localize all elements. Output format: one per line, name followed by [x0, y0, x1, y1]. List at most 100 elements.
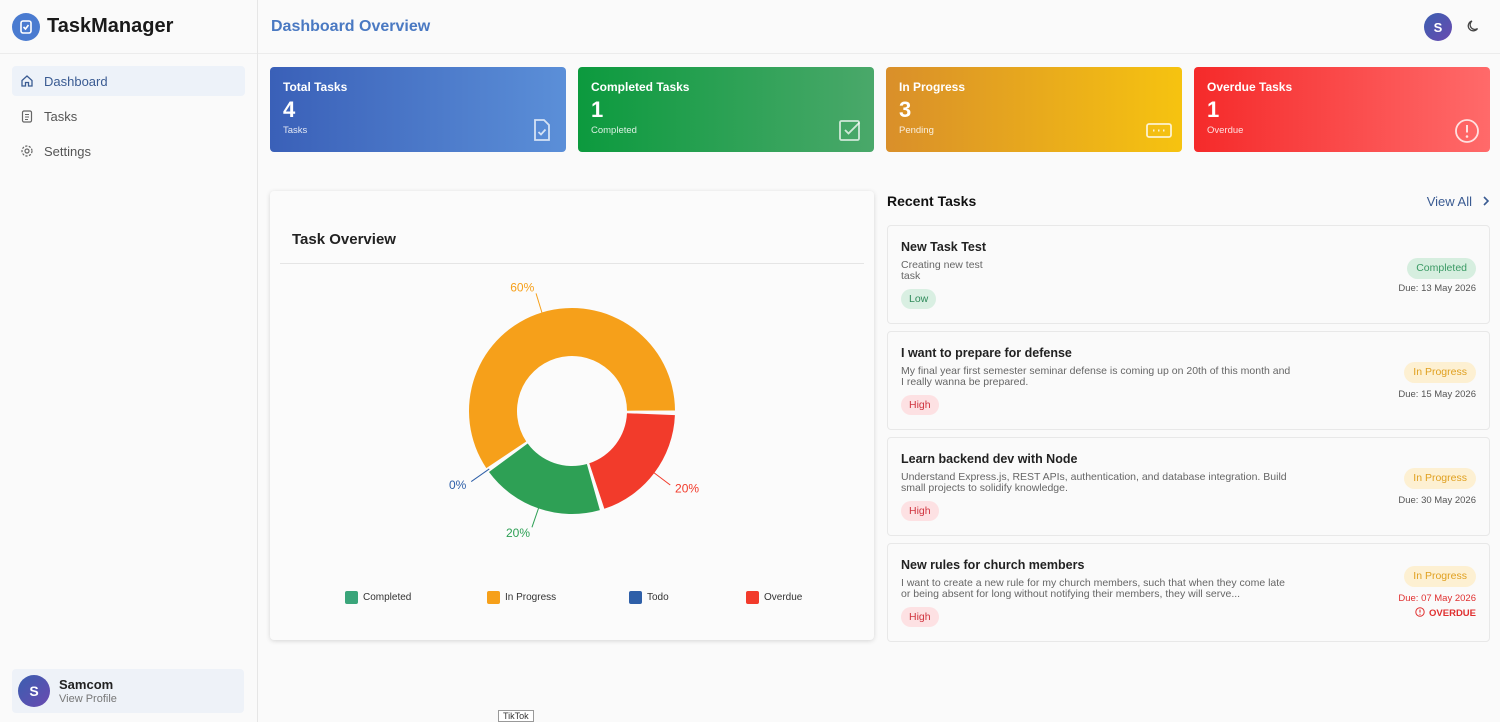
data-label: 20% — [506, 526, 530, 540]
app-logo-icon — [12, 12, 40, 41]
clipboard-icon — [19, 108, 35, 124]
overdue-label: OVERDUE — [1429, 608, 1476, 619]
legend-item-in-progress[interactable]: In Progress — [487, 591, 556, 604]
donut-chart: 20% 20% 0% 60% — [449, 281, 699, 540]
priority-badge: High — [901, 501, 939, 521]
chart-legend: Completed In Progress Todo Overdue — [270, 591, 874, 605]
due-date: Due: 15 May 2026 — [1398, 389, 1476, 400]
stat-card-completed[interactable]: Completed Tasks 1 Completed — [578, 67, 874, 152]
legend-swatch — [629, 591, 642, 604]
data-label: 60% — [510, 281, 534, 295]
recent-tasks-list: New Task Test Creating new test task Low… — [887, 225, 1490, 649]
sidebar-item-label: Settings — [44, 143, 91, 159]
sidebar-item-label: Dashboard — [44, 73, 108, 89]
stat-title: Total Tasks — [283, 80, 348, 94]
stat-value: 4 — [283, 97, 296, 122]
avatar: S — [18, 675, 50, 707]
sidebar-item-label: Tasks — [44, 108, 78, 124]
stat-subtitle: Overdue — [1207, 125, 1244, 136]
stat-cards: Total Tasks 4 Tasks Completed Tasks 1 Co… — [270, 67, 1490, 152]
stat-value: 1 — [591, 97, 604, 122]
task-title: I want to prepare for defense — [901, 346, 1072, 360]
priority-badge: High — [901, 607, 939, 627]
legend-label: Overdue — [764, 592, 803, 603]
page-title: Dashboard Overview — [271, 17, 431, 35]
legend-item-completed[interactable]: Completed — [345, 591, 411, 604]
status-badge: In Progress — [1404, 468, 1476, 489]
sidebar-nav: Dashboard Tasks Settings — [0, 54, 257, 166]
view-all-link[interactable]: View All — [1427, 194, 1490, 209]
leader-line — [535, 293, 543, 315]
header-avatar[interactable]: S — [1424, 13, 1452, 41]
legend-label: Todo — [647, 592, 669, 603]
top-header: Dashboard Overview S — [258, 0, 1500, 54]
sidebar-item-settings[interactable]: Settings — [12, 136, 245, 166]
donut-slice-overdue[interactable] — [589, 413, 675, 509]
data-label: 20% — [675, 482, 699, 496]
task-card[interactable]: I want to prepare for defense My final y… — [887, 331, 1490, 430]
recent-tasks-header: Recent Tasks View All — [887, 193, 1490, 211]
alert-circle-icon — [1454, 118, 1479, 143]
task-description: I want to create a new rule for my churc… — [901, 577, 1286, 600]
checkbox-icon — [838, 118, 862, 142]
task-overview-card: Task Overview 20% 20% 0% 60% Completed In P… — [270, 191, 874, 640]
ellipsis-box-icon — [1146, 118, 1172, 142]
legend-label: In Progress — [505, 592, 557, 603]
recent-tasks-title: Recent Tasks — [887, 193, 977, 209]
leader-line — [470, 468, 490, 482]
divider — [280, 263, 864, 264]
data-label: 0% — [449, 478, 467, 492]
file-check-icon — [530, 118, 554, 142]
sidebar-item-dashboard[interactable]: Dashboard — [12, 66, 245, 96]
stat-title: Overdue Tasks — [1207, 80, 1293, 94]
stat-card-total[interactable]: Total Tasks 4 Tasks — [270, 67, 566, 152]
stat-subtitle: Tasks — [283, 125, 308, 136]
due-date: Due: 07 May 2026 — [1398, 593, 1476, 604]
donut-slice-in-progress[interactable] — [469, 308, 675, 469]
due-date: Due: 30 May 2026 — [1398, 495, 1476, 506]
status-badge: In Progress — [1404, 362, 1476, 383]
view-all-label: View All — [1426, 194, 1472, 209]
sidebar-item-tasks[interactable]: Tasks — [12, 101, 245, 131]
alert-circle-icon — [1415, 607, 1425, 620]
leader-line — [531, 506, 540, 528]
view-profile-link[interactable]: View Profile — [59, 693, 117, 705]
legend-swatch — [345, 591, 358, 604]
chevron-right-icon — [1482, 194, 1490, 209]
task-title: Learn backend dev with Node — [901, 452, 1078, 466]
priority-badge: High — [901, 395, 939, 415]
stat-title: Completed Tasks — [591, 80, 690, 94]
stat-subtitle: Pending — [899, 125, 934, 136]
stat-card-overdue[interactable]: Overdue Tasks 1 Overdue — [1194, 67, 1490, 152]
due-date: Due: 13 May 2026 — [1398, 283, 1476, 294]
priority-badge: Low — [901, 289, 937, 309]
moon-icon[interactable] — [1466, 18, 1484, 36]
overdue-flag: OVERDUE — [1415, 607, 1476, 620]
legend-item-todo[interactable]: Todo — [629, 591, 669, 604]
legend-swatch — [487, 591, 500, 604]
task-title: New rules for church members — [901, 558, 1085, 572]
task-card[interactable]: New rules for church members I want to c… — [887, 543, 1490, 642]
stat-title: In Progress — [899, 80, 966, 94]
task-card[interactable]: New Task Test Creating new test task Low… — [887, 225, 1490, 324]
sidebar: TaskManager Dashboard Tasks Settings S S… — [0, 0, 258, 722]
gear-icon — [19, 143, 35, 159]
stat-subtitle: Completed — [591, 125, 637, 136]
brand[interactable]: TaskManager — [0, 0, 257, 54]
donut-slice-completed[interactable] — [488, 443, 600, 514]
profile-name: Samcom — [59, 677, 114, 692]
legend-swatch — [746, 591, 759, 604]
stat-value: 3 — [899, 97, 912, 122]
stat-card-in-progress[interactable]: In Progress 3 Pending — [886, 67, 1182, 152]
legend-label: Completed — [363, 592, 412, 603]
task-title: New Task Test — [901, 240, 986, 254]
task-description: My final year first semester seminar def… — [901, 365, 1291, 388]
profile-card[interactable]: S Samcom View Profile — [12, 669, 244, 713]
task-card[interactable]: Learn backend dev with Node Understand E… — [887, 437, 1490, 536]
app-name: TaskManager — [47, 15, 174, 37]
leader-line — [652, 471, 671, 486]
status-badge: Completed — [1407, 258, 1476, 279]
tiktok-tag: TikTok — [498, 710, 534, 722]
task-description: Understand Express.js, REST APIs, authen… — [901, 471, 1287, 494]
legend-item-overdue[interactable]: Overdue — [746, 591, 802, 604]
